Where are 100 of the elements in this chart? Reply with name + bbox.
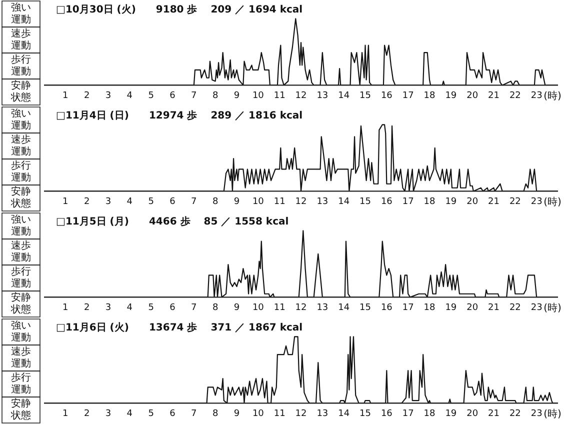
x-tick-label: 4	[126, 196, 133, 207]
x-tick-label: 1	[62, 408, 68, 419]
x-tick-label: 14	[338, 408, 350, 419]
x-tick-label: 14	[338, 90, 350, 101]
x-tick-label: 22	[509, 408, 521, 419]
text: 歩行運動	[11, 372, 31, 396]
x-tick-label: 17	[402, 302, 414, 313]
x-tick-label: 4	[126, 90, 133, 101]
x-tick-label: 8	[212, 90, 218, 101]
text: 強い運動	[11, 320, 31, 344]
x-tick-label: 11	[274, 90, 286, 101]
text: 歩行運動	[11, 54, 31, 78]
x-tick-label: 17	[402, 196, 414, 207]
x-tick-label: 8	[212, 196, 218, 207]
text: 安静状態	[10, 398, 31, 422]
x-tick-label: 23	[530, 302, 542, 313]
x-axis-title: (時)	[544, 90, 562, 102]
x-tick-label: 9	[234, 408, 240, 419]
x-tick-label: 19	[445, 196, 457, 207]
x-tick-label: 13	[316, 408, 328, 419]
text: 速歩運動	[11, 240, 31, 264]
x-tick-label: 3	[105, 90, 112, 101]
x-tick-label: 2	[84, 90, 90, 101]
x-tick-label: 1	[62, 302, 68, 313]
text: 安静状態	[10, 186, 31, 210]
text: 歩行運動	[11, 160, 31, 184]
x-tick-label: 13	[316, 302, 328, 313]
x-tick-label: 5	[148, 302, 154, 313]
x-tick-label: 7	[191, 90, 197, 101]
x-tick-label: 9	[234, 302, 240, 313]
x-tick-label: 23	[530, 408, 542, 419]
text: 安静状態	[10, 80, 31, 104]
x-tick-label: 2	[84, 196, 90, 207]
x-tick-label: 15	[360, 196, 371, 207]
x-tick-label: 22	[509, 302, 521, 313]
x-tick-label: 5	[148, 196, 154, 207]
x-tick-label: 20	[466, 90, 478, 101]
x-tick-label: 19	[445, 90, 457, 101]
x-tick-label: 13	[316, 196, 328, 207]
x-tick-label: 22	[509, 196, 521, 207]
x-axis-title: (時)	[544, 302, 562, 314]
x-tick-label: 10	[252, 90, 264, 101]
x-tick-label: 23	[530, 90, 542, 101]
text: 強い運動	[11, 214, 31, 238]
chart-title: □11月5日 (月) 4466 歩 85 ／ 1558 kcal	[56, 216, 289, 228]
x-tick-label: 8	[212, 302, 218, 313]
x-tick-label: 19	[445, 408, 457, 419]
x-tick-label: 11	[274, 196, 286, 207]
x-tick-label: 14	[338, 196, 350, 207]
x-tick-label: 7	[191, 196, 197, 207]
text: 速歩運動	[11, 28, 31, 52]
x-tick-label: 10	[252, 408, 264, 419]
x-tick-label: 8	[212, 408, 218, 419]
x-tick-label: 14	[338, 302, 350, 313]
x-tick-label: 11	[274, 408, 286, 419]
x-tick-label: 17	[402, 90, 414, 101]
x-tick-label: 10	[252, 302, 264, 313]
x-tick-label: 23	[530, 196, 542, 207]
x-tick-label: 21	[488, 302, 500, 313]
x-tick-label: 20	[466, 408, 478, 419]
x-tick-label: 19	[445, 302, 457, 313]
x-tick-label: 15	[360, 408, 371, 419]
x-tick-label: 21	[488, 90, 500, 101]
text: 強い運動	[11, 108, 31, 132]
x-tick-label: 16	[380, 302, 393, 313]
x-tick-label: 5	[148, 408, 154, 419]
chart-title: □10月30日 (火) 9180 歩 209 ／ 1694 kcal	[56, 4, 303, 16]
x-tick-label: 20	[466, 196, 478, 207]
x-tick-label: 18	[424, 90, 436, 101]
x-tick-label: 16	[380, 196, 393, 207]
x-tick-label: 5	[148, 90, 154, 101]
x-tick-label: 1	[62, 196, 68, 207]
x-tick-label: 6	[170, 408, 176, 419]
x-tick-label: 3	[105, 196, 112, 207]
x-tick-label: 10	[252, 196, 264, 207]
x-tick-label: 18	[424, 302, 436, 313]
x-tick-label: 16	[380, 408, 393, 419]
text: 歩行運動	[11, 266, 31, 290]
x-tick-label: 9	[234, 90, 240, 101]
x-tick-label: 22	[509, 90, 521, 101]
chart-title: □11月4日 (日) 12974 歩 289 ／ 1816 kcal	[56, 110, 303, 122]
text: 速歩運動	[11, 134, 31, 158]
x-tick-label: 21	[488, 408, 500, 419]
x-tick-label: 3	[105, 408, 112, 419]
x-tick-label: 16	[380, 90, 393, 101]
x-tick-label: 12	[295, 196, 307, 207]
chart-title: □11月6日 (火) 13674 歩 371 ／ 1867 kcal	[56, 322, 303, 334]
x-axis-title: (時)	[544, 408, 562, 420]
x-tick-label: 15	[360, 302, 371, 313]
x-tick-label: 7	[191, 302, 197, 313]
x-tick-label: 9	[234, 196, 240, 207]
x-tick-label: 4	[126, 408, 133, 419]
x-tick-label: 6	[170, 90, 176, 101]
x-axis-title: (時)	[544, 196, 562, 208]
x-tick-label: 15	[360, 90, 371, 101]
x-tick-label: 13	[316, 90, 328, 101]
x-tick-label: 12	[295, 408, 307, 419]
x-tick-label: 12	[295, 302, 307, 313]
x-tick-label: 2	[84, 408, 90, 419]
x-tick-label: 1	[62, 90, 68, 101]
